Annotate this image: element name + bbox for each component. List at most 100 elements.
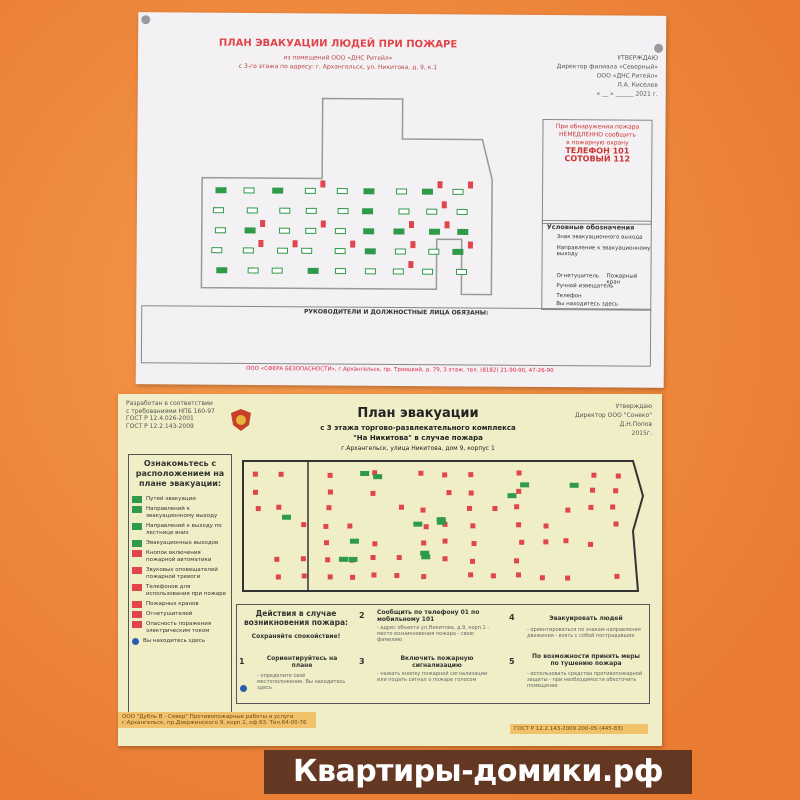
fire-alarm-icon [514,504,520,510]
fire-alarm-icon [492,506,498,512]
fire-alarm-icon [371,572,377,578]
fire-alarm-icon [350,574,356,580]
step2-text: - адрес объекта ул.Никитова, д.9, корп.1… [377,625,490,643]
fire-extinguisher-icon [408,261,414,269]
fire-alarm-icon [421,574,427,580]
fire-service-emblem-icon [231,409,251,431]
legend-item: Направлений к эвакуационному выходу [132,506,228,520]
exit-direction-sign-icon [422,268,434,275]
legend-item: Эвакуационных выходов [132,540,228,547]
you-are-here-icon [240,685,247,692]
step-number: 2 [359,611,365,620]
fire-alarm-icon [516,522,522,528]
plan-title: ПЛАН ЭВАКУАЦИИ ЛЮДЕЙ ПРИ ПОЖАРЕ [218,37,458,51]
fire-alarm-icon [324,540,330,546]
mobile-phone: СОТОВЫЙ 112 [564,154,631,164]
fire-alarm-icon [516,488,522,494]
exit-direction-sign-icon [455,268,468,275]
legend-sign-icon [132,523,142,530]
legend-item: Огнетушитель [556,273,600,280]
exit-direction-sign-icon [363,228,375,235]
exit-direction-sign-icon [279,207,291,214]
fire-alarm-icon [370,555,376,561]
exit-direction-sign-icon [307,267,319,274]
exit-sign-icon [348,556,358,562]
approval-line: Д.Н.Попов [619,421,652,428]
fire-alarm-icon [516,470,522,476]
exit-direction-sign-icon [336,188,348,195]
floor-plan-wall [200,97,493,296]
fire-alarm-icon [420,507,426,513]
fire-extinguisher-icon [408,221,415,229]
standard-line: Разработан в соответствии [126,400,213,407]
fire-alarm-icon [442,472,448,478]
exit-direction-sign-icon [243,187,255,194]
fire-alarm-icon [421,540,427,546]
legend-item-label: Направлений к выходу по лестнице вниз [146,523,222,536]
floor-plan-top [200,97,493,296]
fire-alarm-icon [423,524,429,530]
exit-direction-sign-icon [394,248,406,255]
fire-alarm-icon [327,574,333,580]
step5-text: - использовать средства противопожарной … [527,671,643,689]
fire-alarm-icon [278,471,284,477]
company-line: ООО "Дубль В - Север" Противопожарные ра… [122,714,294,720]
fire-alarm-icon [470,558,476,564]
fire-alarm-icon [372,541,378,547]
exit-sign-icon [507,493,517,499]
fire-alarm-icon [252,489,258,495]
legend-sign-icon [132,584,142,591]
fire-alarm-icon [515,572,521,578]
exit-direction-sign-icon [457,228,469,235]
legend-item-label: Опасность поражения электрическим током [146,621,212,634]
exit-direction-sign-icon [301,247,313,254]
fire-alarm-icon [615,473,621,479]
exit-sign-icon [349,538,359,544]
step2-title: Сообщить по телефону 01 по мобильному 10… [377,609,480,623]
plan-subtitle: "На Никитова" в случае пожара [353,434,483,442]
fire-alarm-icon [613,488,619,494]
exit-direction-sign-icon [398,208,410,215]
plan-subtitle: с 3 этажа торгово-развлекательного компл… [320,424,516,432]
legend-item: Кнопок включения пожарной автоматики [132,550,228,564]
fire-alarm-icon [326,505,332,511]
legend-item-label: Кнопок включения пожарной автоматики [146,550,212,563]
legend-item: Вы находитесь здесь [556,301,619,308]
legend-item: Ручной извещатель [556,283,614,290]
step1-text: - определите своё местоположение. Вы нах… [257,673,346,691]
fire-call-box: При обнаружении пожара НЕМЕДЛЕННО сообщи… [541,118,653,225]
fire-extinguisher-icon [437,181,443,189]
floor-plan-wall [242,460,645,592]
fire-extinguisher-icon [467,241,473,249]
standard-line: ГОСТ Р 12.4.026-2001 [126,415,194,422]
company-line: г.Архангельск, пр.Дзержинского 9, корп.1… [122,720,307,726]
fire-alarm-icon [275,574,281,580]
exit-direction-sign-icon [334,228,346,235]
legend-sign-icon [132,611,142,618]
legend-sign-icon [132,638,139,645]
exit-sign-icon [420,550,430,556]
exit-direction-sign-icon [271,267,283,274]
evacuation-plan-bottom: Разработан в соответствии с требованиями… [118,394,662,746]
fire-alarm-icon [468,572,474,578]
fire-alarm-icon [539,575,545,581]
exit-direction-sign-icon [244,227,256,234]
legend-item-label: Направлений к эвакуационному выходу [146,506,218,519]
fire-alarm-icon [372,470,378,476]
exit-sign-icon [413,521,423,527]
duties-box: РУКОВОДИТЕЛИ И ДОЛЖНОСТНЫЕ ЛИЦА ОБЯЗАНЫ: [140,305,652,367]
step4-text: - ориентироваться по знакам направления … [527,627,641,639]
fire-alarm-icon [276,504,282,510]
exit-direction-sign-icon [214,227,226,234]
fire-alarm-icon [613,521,619,527]
fire-alarm-icon [446,490,452,496]
step5-title: По возможности принять меры по тушению п… [532,653,640,667]
plan-address: с 3-го этажа по адресу: г. Архангельск, … [238,62,438,72]
approval-line: 2015г. [631,430,652,437]
fire-alarm-icon [514,558,520,564]
exit-direction-sign-icon [215,187,227,194]
fire-alarm-icon [418,470,424,476]
fire-alarm-icon [610,504,616,510]
legend-title: Условные обозначения [546,223,635,232]
approval-block: УТВЕРЖДАЮ Директор филиала «Северный» ОО… [548,53,658,99]
